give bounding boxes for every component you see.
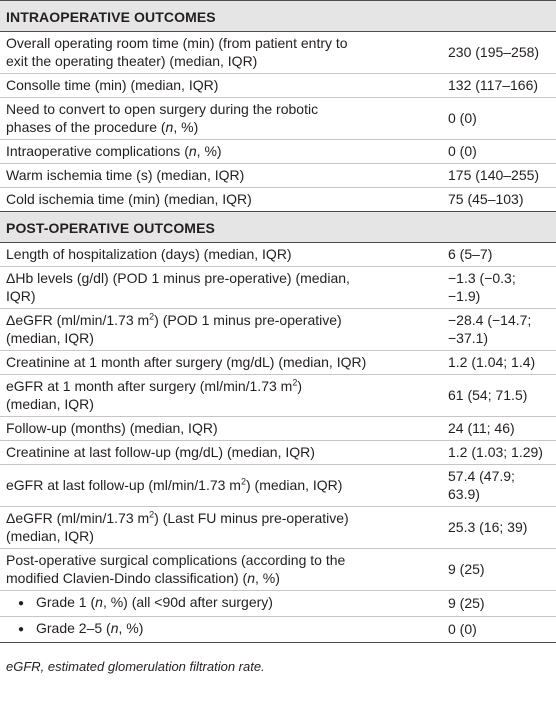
row-value: 0 (0) <box>400 97 556 140</box>
row-value: 0 (0) <box>400 139 556 164</box>
row-label: ● Grade 1 (n, %) (all <90d after surgery) <box>0 590 400 617</box>
row-value: 175 (140–255) <box>400 163 556 188</box>
row-label: Intraoperative complications (n, %) <box>0 139 400 164</box>
table-row: Length of hospitalization (days) (median… <box>0 242 556 267</box>
section-header-intraoperative: INTRAOPERATIVE OUTCOMES <box>0 0 556 32</box>
bullet-icon: ● <box>18 598 25 609</box>
table-row: ΔeGFR (ml/min/1.73 m2) (POD 1 minus pre-… <box>0 308 556 351</box>
row-label: eGFR at 1 month after surgery (ml/min/1.… <box>0 374 400 417</box>
row-value: −28.4 (−14.7; −37.1) <box>400 308 556 351</box>
row-label: ΔHb levels (g/dl) (POD 1 minus pre-opera… <box>0 266 400 309</box>
table-row: Follow-up (months) (median, IQR) 24 (11;… <box>0 416 556 441</box>
row-value: 132 (117–166) <box>400 73 556 98</box>
row-label: ΔeGFR (ml/min/1.73 m2) (POD 1 minus pre-… <box>0 308 400 351</box>
row-label: Follow-up (months) (median, IQR) <box>0 416 400 441</box>
section-header-postoperative: POST-OPERATIVE OUTCOMES <box>0 211 556 243</box>
row-label: eGFR at last follow-up (ml/min/1.73 m2) … <box>0 464 400 507</box>
row-label: ● Grade 2–5 (n, %) <box>0 616 400 643</box>
row-label: Length of hospitalization (days) (median… <box>0 242 400 267</box>
table-row: ΔeGFR (ml/min/1.73 m2) (Last FU minus pr… <box>0 506 556 549</box>
table-row: Cold ischemia time (min) (median, IQR) 7… <box>0 187 556 212</box>
table-row: Intraoperative complications (n, %) 0 (0… <box>0 139 556 164</box>
section-title: INTRAOPERATIVE OUTCOMES <box>0 0 556 32</box>
row-value: 230 (195–258) <box>400 31 556 74</box>
row-label: Creatinine at last follow-up (mg/dL) (me… <box>0 440 400 465</box>
row-label: ΔeGFR (ml/min/1.73 m2) (Last FU minus pr… <box>0 506 400 549</box>
table-row: ● Grade 2–5 (n, %) 0 (0) <box>0 616 556 643</box>
bullet-icon: ● <box>18 624 25 635</box>
row-value: 9 (25) <box>400 590 556 617</box>
row-value: 61 (54; 71.5) <box>400 374 556 417</box>
row-value: −1.3 (−0.3; −1.9) <box>400 266 556 309</box>
row-label: Post-operative surgical complications (a… <box>0 548 400 591</box>
row-value: 75 (45–103) <box>400 187 556 212</box>
row-label: Warm ischemia time (s) (median, IQR) <box>0 163 400 188</box>
table-row: ΔHb levels (g/dl) (POD 1 minus pre-opera… <box>0 266 556 309</box>
table-row: Creatinine at 1 month after surgery (mg/… <box>0 350 556 375</box>
table-row: eGFR at last follow-up (ml/min/1.73 m2) … <box>0 464 556 507</box>
outcomes-table: INTRAOPERATIVE OUTCOMES Overall operatin… <box>0 0 556 643</box>
row-value: 9 (25) <box>400 548 556 591</box>
table-row: ● Grade 1 (n, %) (all <90d after surgery)… <box>0 590 556 617</box>
row-label: Creatinine at 1 month after surgery (mg/… <box>0 350 400 375</box>
row-value: 57.4 (47.9; 63.9) <box>400 464 556 507</box>
table-row: eGFR at 1 month after surgery (ml/min/1.… <box>0 374 556 417</box>
row-label: Consolle time (min) (median, IQR) <box>0 73 400 98</box>
table-row: Overall operating room time (min) (from … <box>0 31 556 74</box>
table-row: Consolle time (min) (median, IQR) 132 (1… <box>0 73 556 98</box>
row-label: Overall operating room time (min) (from … <box>0 31 400 74</box>
row-value: 0 (0) <box>400 616 556 643</box>
row-value: 1.2 (1.03; 1.29) <box>400 440 556 465</box>
table-row: Creatinine at last follow-up (mg/dL) (me… <box>0 440 556 465</box>
table-row: Need to convert to open surgery during t… <box>0 97 556 140</box>
table-row: Warm ischemia time (s) (median, IQR) 175… <box>0 163 556 188</box>
row-label: Need to convert to open surgery during t… <box>0 97 400 140</box>
row-value: 1.2 (1.04; 1.4) <box>400 350 556 375</box>
row-value: 6 (5–7) <box>400 242 556 267</box>
row-value: 25.3 (16; 39) <box>400 506 556 549</box>
section-title: POST-OPERATIVE OUTCOMES <box>0 211 556 243</box>
table-footnote: eGFR, estimated glomerulation filtration… <box>6 659 265 674</box>
row-value: 24 (11; 46) <box>400 416 556 441</box>
row-label: Cold ischemia time (min) (median, IQR) <box>0 187 400 212</box>
table-row: Post-operative surgical complications (a… <box>0 548 556 591</box>
